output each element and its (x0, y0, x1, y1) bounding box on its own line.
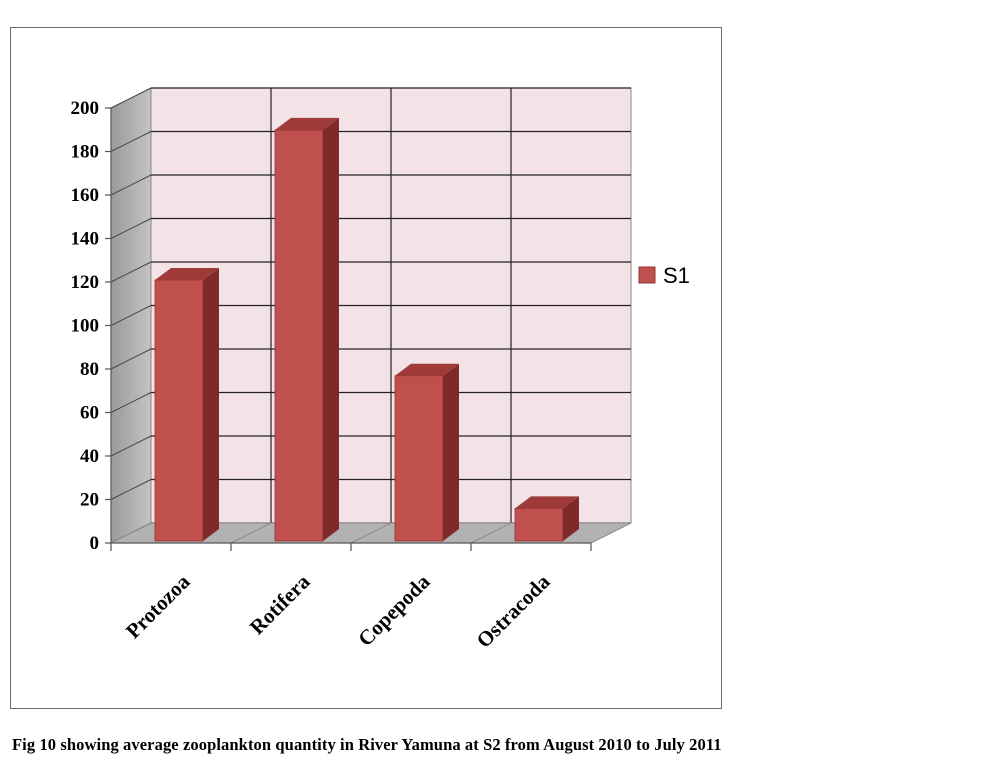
floor-divider (350, 522, 392, 544)
y-axis: 0 20 40 60 80 100 120 140 160 180 200 (71, 98, 112, 554)
bar-front (514, 507, 564, 542)
figure-caption: Fig 10 showing average zooplankton quant… (12, 735, 722, 754)
bar-top (515, 496, 579, 509)
bar-side (563, 496, 579, 541)
gridline-side (110, 261, 152, 283)
y-tick-label: 120 (71, 272, 100, 293)
bar-front (394, 375, 444, 542)
gridline-side (110, 435, 152, 457)
bar-front (274, 129, 324, 542)
chart-gridlines (110, 87, 631, 544)
legend-swatch (638, 266, 656, 284)
gridline-side (110, 174, 152, 196)
gridline-side (110, 87, 152, 109)
chart-bars (154, 117, 579, 542)
bar-rotifera (274, 117, 339, 542)
y-tick-label: 40 (80, 446, 99, 467)
gridline-side (110, 348, 152, 370)
bar-front (154, 279, 204, 542)
y-tick-label: 160 (71, 185, 100, 206)
bar-side (323, 117, 339, 542)
bar-protozoa (154, 268, 219, 542)
gridline-side (110, 305, 152, 326)
y-tick-label: 100 (71, 316, 100, 337)
y-tick-label: 80 (80, 359, 99, 380)
bar-side (203, 268, 219, 541)
gridline-side (110, 479, 152, 500)
gridline-side (110, 131, 152, 152)
bar-copepoda (394, 363, 459, 542)
x-category-label: Copepoda (353, 569, 435, 651)
bar-top (395, 363, 459, 376)
y-tick-label: 180 (71, 142, 100, 163)
floor-divider (470, 522, 512, 544)
chart-frame: 0 20 40 60 80 100 120 140 160 180 200 Protozoa Roti… (10, 27, 722, 709)
y-tick-label: 20 (80, 490, 99, 511)
chart-legend: S1 (638, 263, 690, 288)
x-category-label: Protozoa (121, 569, 195, 643)
x-axis: Protozoa Rotifera Copepoda Ostracoda (110, 542, 592, 653)
legend-label: S1 (663, 263, 690, 288)
y-tick-label: 200 (71, 98, 100, 119)
y-tick-label: 60 (80, 403, 99, 424)
chart-svg: 0 20 40 60 80 100 120 140 160 180 200 Protozoa Roti… (71, 87, 690, 653)
gridline-side (110, 218, 152, 239)
y-tick-label: 0 (90, 533, 100, 554)
y-tick-label: 140 (71, 229, 100, 250)
x-category-label: Rotifera (245, 569, 315, 639)
gridline-side (110, 392, 152, 413)
bar-ostracoda (514, 496, 579, 542)
floor-divider (230, 522, 272, 544)
bar-top (155, 268, 219, 280)
bar-top (275, 117, 339, 130)
bar-side (443, 363, 459, 541)
x-category-label: Ostracoda (472, 569, 555, 652)
